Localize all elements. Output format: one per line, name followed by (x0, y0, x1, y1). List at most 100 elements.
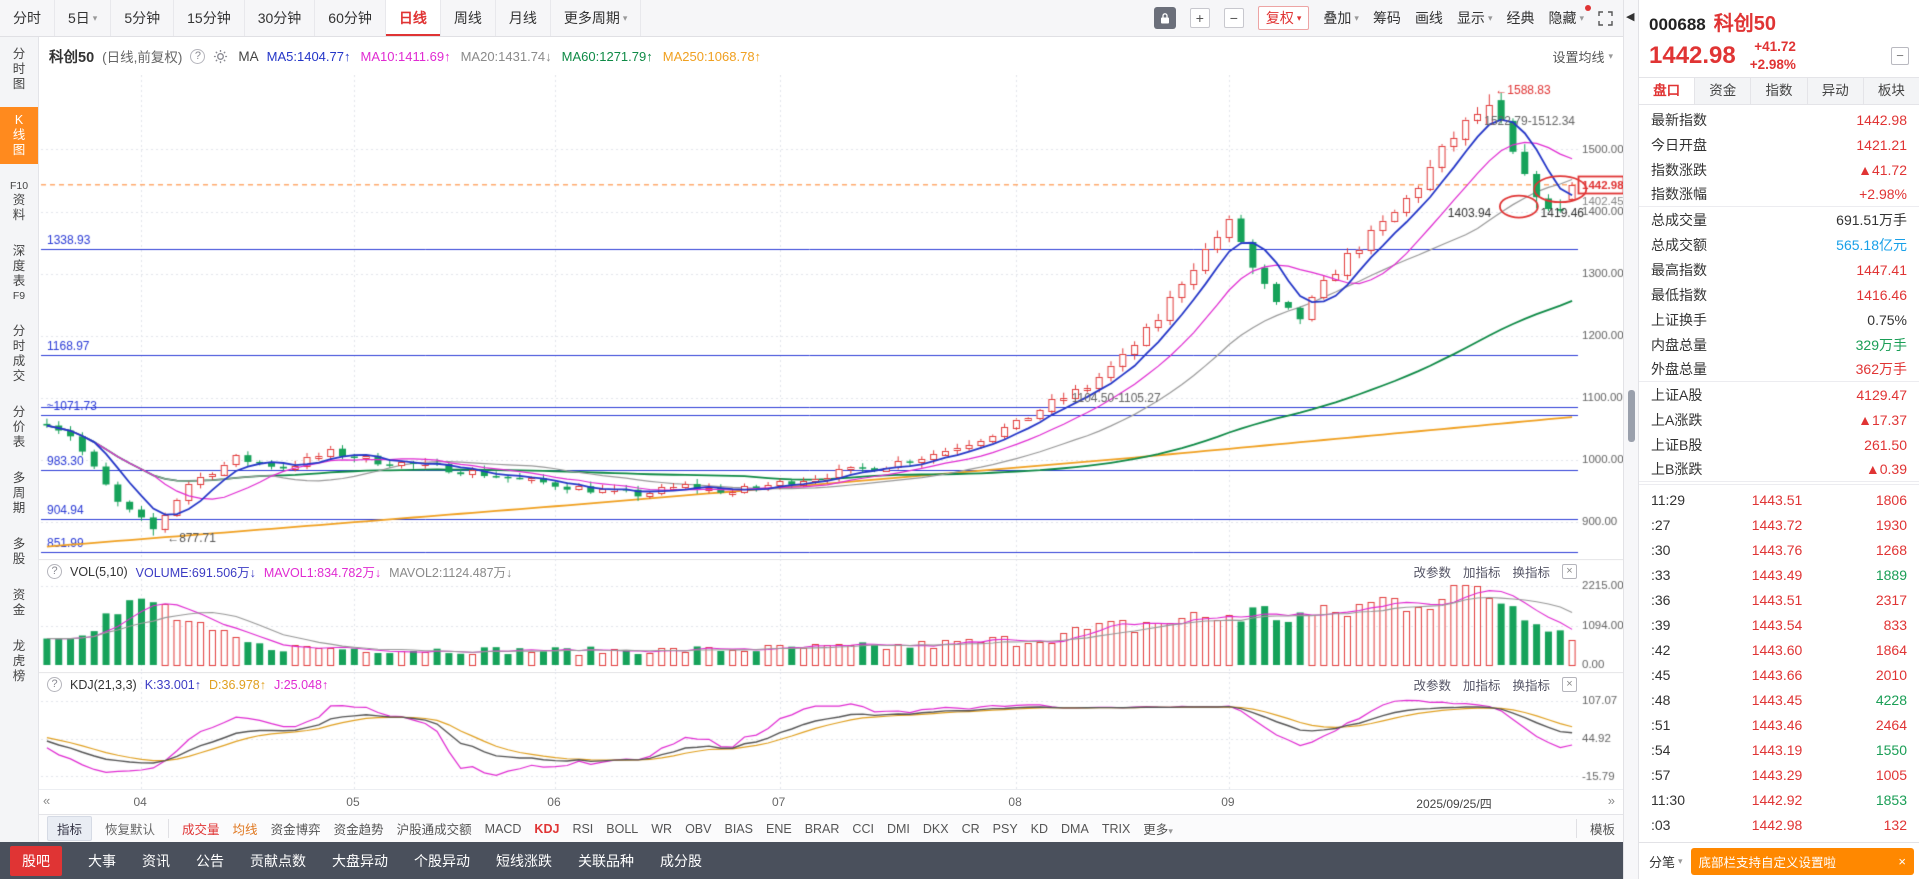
indicator-tab-8[interactable]: BOLL (606, 822, 638, 836)
candlestick-chart-canvas[interactable] (39, 75, 1623, 559)
indicator-tab-11[interactable]: BIAS (724, 822, 753, 836)
panel-splitter[interactable]: ◀ (1623, 0, 1639, 879)
indicator-tab-14[interactable]: CCI (852, 822, 874, 836)
sidebar-item-char: 成 (12, 354, 26, 368)
period-tab-6[interactable]: 日线 (385, 0, 441, 36)
chips-button[interactable]: 筹码 (1373, 8, 1401, 28)
help-icon[interactable]: ? (47, 677, 62, 692)
restore-default-button[interactable]: 恢复默认 (105, 819, 170, 838)
period-tab-0[interactable]: 分时 (0, 0, 55, 36)
kdj-link-1[interactable]: 加指标 (1462, 679, 1501, 693)
quote-tab-1[interactable]: 资金 (1695, 78, 1752, 105)
close-notification-icon[interactable]: × (1898, 853, 1906, 869)
bottom-nav-item-1[interactable]: 大事 (88, 852, 116, 869)
collapse-panel-icon[interactable]: ◀ (1626, 11, 1635, 23)
ma-settings-button[interactable]: 设置均线 ▾ (1552, 47, 1613, 66)
fullscreen-icon[interactable] (1598, 10, 1613, 26)
quote-tab-4[interactable]: 板块 (1877, 83, 1905, 99)
splitter-handle[interactable] (1628, 390, 1635, 442)
draw-line-button[interactable]: 画线 (1415, 8, 1443, 28)
indicator-tab-6[interactable]: KDJ (534, 822, 559, 836)
indicator-tab-2[interactable]: 资金博弈 (271, 819, 321, 838)
vol-link-2[interactable]: 换指标 (1512, 566, 1550, 580)
sidebar-item-multi-period[interactable]: 多周期 (0, 465, 38, 522)
indicator-tab-12[interactable]: ENE (766, 822, 792, 836)
quote-tab-0[interactable]: 盘口 (1639, 78, 1696, 105)
sidebar-item-dragon-tiger[interactable]: 龙虎榜 (0, 633, 38, 690)
indicator-tab-21[interactable]: TRIX (1102, 822, 1130, 836)
zoom-out-button[interactable]: − (1223, 8, 1244, 28)
display-button[interactable]: 显示 ▾ (1457, 8, 1493, 28)
sidebar-item-time-chart[interactable]: 分时图 (0, 41, 38, 98)
tool-label: 复权 (1265, 10, 1294, 26)
bottom-nav-item-0[interactable]: 股吧 (10, 845, 62, 876)
tick-list[interactable]: 11:29 1443.51 1806:27 1443.72 1930:30 1443.76… (1639, 484, 1919, 842)
sidebar-item-intraday-trades[interactable]: 分时成交 (0, 318, 38, 390)
period-tab-8[interactable]: 月线 (496, 0, 551, 36)
indicator-tab-13[interactable]: BRAR (805, 822, 840, 836)
sidebar-item-f10-info[interactable]: F10 资料 (0, 173, 38, 229)
vol-link-0[interactable]: 改参数 (1413, 566, 1451, 580)
indicator-tab-17[interactable]: CR (962, 822, 980, 836)
indicator-tab-4[interactable]: 沪股通成交额 (397, 819, 472, 838)
volume-chart-canvas[interactable] (39, 559, 1623, 672)
quote-tab-2[interactable]: 指数 (1751, 78, 1808, 105)
adjust-price-button[interactable]: 复权 ▾ (1257, 6, 1310, 30)
indicator-lead-button[interactable]: 指标 (47, 816, 93, 841)
kdj-link-0[interactable]: 改参数 (1413, 679, 1451, 693)
zoom-in-button[interactable]: + (1189, 8, 1210, 28)
indicator-tab-18[interactable]: PSY (993, 822, 1018, 836)
quote-tab-3[interactable]: 异动 (1808, 78, 1864, 105)
help-icon[interactable]: ? (190, 48, 206, 64)
bottom-nav-item-9[interactable]: 成分股 (660, 852, 702, 869)
gear-icon[interactable] (213, 49, 228, 64)
vol-link-1[interactable]: 加指标 (1462, 566, 1501, 580)
indicator-tab-5[interactable]: MACD (485, 822, 522, 836)
bottom-nav-item-7[interactable]: 短线涨跌 (496, 852, 552, 869)
indicator-tab-1[interactable]: 均线 (233, 819, 258, 838)
bottom-nav-item-5[interactable]: 大盘异动 (332, 852, 388, 869)
tick-mode-selector[interactable]: 分笔 ▾ (1649, 852, 1683, 871)
indicator-tab-16[interactable]: DKX (923, 822, 949, 836)
template-button[interactable]: 模板 (1575, 819, 1615, 838)
kdj-link-2[interactable]: 换指标 (1512, 679, 1550, 693)
indicator-tab-0[interactable]: 成交量 (182, 819, 220, 838)
classic-button[interactable]: 经典 (1506, 8, 1534, 28)
bottom-nav-item-2[interactable]: 资讯 (142, 852, 170, 869)
bottom-nav-item-8[interactable]: 关联品种 (578, 852, 634, 869)
period-tab-5[interactable]: 60分钟 (315, 0, 386, 36)
help-icon[interactable]: ? (47, 564, 62, 579)
collapse-quote-icon[interactable]: − (1891, 46, 1909, 65)
sidebar-item-price-table[interactable]: 分价表 (0, 399, 38, 456)
period-tab-3[interactable]: 15分钟 (174, 0, 245, 36)
indicator-tab-22[interactable]: 更多▾ (1143, 819, 1173, 838)
hide-button[interactable]: 隐藏 ▾ (1548, 5, 1591, 28)
indicator-tab-3[interactable]: 资金趋势 (334, 819, 384, 838)
sidebar-item-funds[interactable]: 资金 (0, 582, 38, 624)
bottom-nav-item-4[interactable]: 贡献点数 (250, 852, 306, 869)
period-tab-2[interactable]: 5分钟 (111, 0, 175, 36)
period-tab-7[interactable]: 周线 (441, 0, 496, 36)
period-tab-1[interactable]: 5日 ▾ (55, 0, 112, 36)
indicator-tab-15[interactable]: DMI (887, 822, 910, 836)
period-tab-9[interactable]: 更多周期 ▾ (551, 0, 642, 36)
close-pane-icon[interactable]: × (1562, 677, 1577, 692)
sidebar-item-depth-f9[interactable]: 深度表 F9 (0, 238, 38, 309)
scroll-left-icon[interactable]: « (43, 793, 51, 808)
indicator-tab-10[interactable]: OBV (685, 822, 711, 836)
indicator-tab-7[interactable]: RSI (572, 822, 593, 836)
scroll-right-icon[interactable]: » (1607, 793, 1615, 808)
lock-icon[interactable] (1153, 7, 1176, 29)
period-tab-4[interactable]: 30分钟 (245, 0, 316, 36)
quote-row-value: 565.18亿元 (1836, 236, 1907, 253)
indicator-tab-9[interactable]: WR (651, 822, 672, 836)
kdj-chart-canvas[interactable] (39, 672, 1623, 789)
indicator-tab-20[interactable]: DMA (1061, 822, 1089, 836)
bottom-nav-item-6[interactable]: 个股异动 (414, 852, 470, 869)
close-pane-icon[interactable]: × (1562, 564, 1577, 579)
indicator-tab-19[interactable]: KD (1031, 822, 1048, 836)
overlay-button[interactable]: 叠加 ▾ (1323, 8, 1359, 28)
bottom-nav-item-3[interactable]: 公告 (196, 852, 224, 869)
sidebar-item-multi-stock[interactable]: 多股 (0, 531, 38, 573)
